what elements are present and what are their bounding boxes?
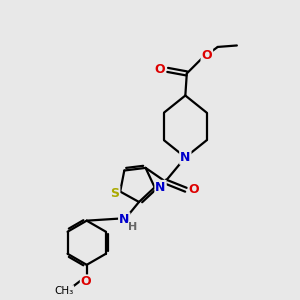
Text: O: O — [202, 49, 212, 62]
Text: O: O — [189, 183, 200, 196]
Text: N: N — [155, 181, 166, 194]
Text: CH₃: CH₃ — [54, 286, 74, 296]
Text: S: S — [110, 187, 119, 200]
Text: H: H — [128, 222, 138, 232]
Text: O: O — [154, 62, 165, 76]
Text: N: N — [119, 213, 129, 226]
Text: O: O — [81, 275, 92, 288]
Text: N: N — [180, 151, 190, 164]
